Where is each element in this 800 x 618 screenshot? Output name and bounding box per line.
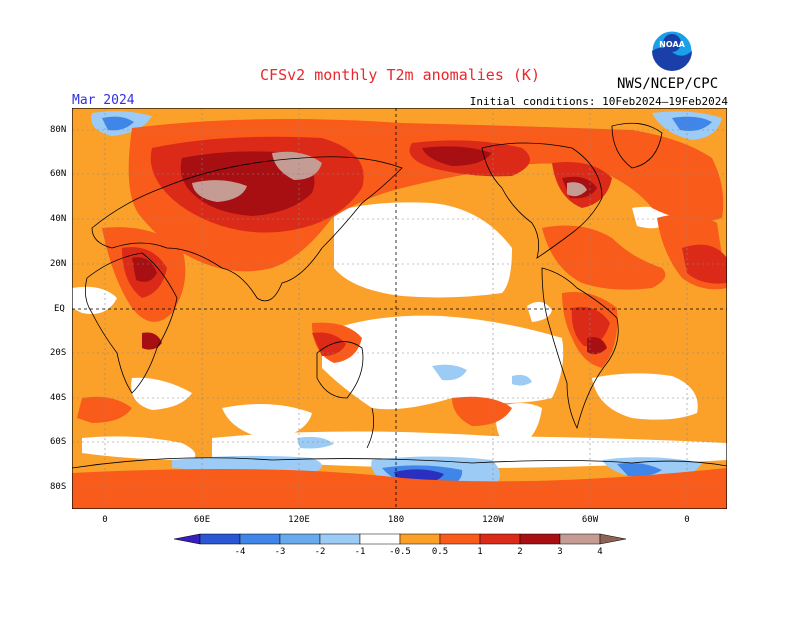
lat-label: 80N xyxy=(50,125,67,135)
near-zero-regions xyxy=(72,202,727,468)
colorbar-tick-label: 1 xyxy=(477,547,483,557)
logo-wave xyxy=(652,47,692,71)
colorbar-tick-label: -3 xyxy=(274,547,286,557)
colorbar-cell xyxy=(173,533,201,545)
lon-label: 60W xyxy=(581,515,599,525)
lon-label: 0 xyxy=(102,515,108,525)
valid-month: Mar 2024 xyxy=(72,93,135,108)
initial-conditions: Initial conditions: 10Feb2024–19Feb2024 xyxy=(469,95,728,108)
colorbar-tick-label: -2 xyxy=(314,547,326,557)
colorbar-tick-label: 0.5 xyxy=(431,547,449,557)
lat-label: 40N xyxy=(50,214,67,224)
colorbar-tick-label: 2 xyxy=(517,547,523,557)
lon-label: 180 xyxy=(387,515,405,525)
colorbar-cell xyxy=(399,533,441,545)
colorbar-cell xyxy=(479,533,521,545)
colorbar-tick-label: -4 xyxy=(234,547,246,557)
colorbar-cell xyxy=(359,533,401,545)
noaa-logo: NOAA xyxy=(651,30,693,72)
logo-lettering: NOAA xyxy=(659,40,685,49)
lon-label: 60E xyxy=(193,515,211,525)
anomaly-map xyxy=(72,108,727,509)
lat-label: 60N xyxy=(50,169,67,179)
map-title: CFSv2 monthly T2m anomalies (K) xyxy=(260,66,540,84)
graticule xyxy=(72,108,727,509)
agency-label: NWS/NCEP/CPC xyxy=(617,76,719,92)
lon-label: 0 xyxy=(684,515,690,525)
colorbar-cell xyxy=(559,533,601,545)
lat-label: 40S xyxy=(50,393,67,403)
colorbar-tick-label: 3 xyxy=(557,547,563,557)
colorbar-tick-label: 4 xyxy=(597,547,603,557)
colorbar-cell xyxy=(319,533,361,545)
colorbar-cell xyxy=(199,533,241,545)
colorbar-cell xyxy=(519,533,561,545)
lat-label: 60S xyxy=(50,437,67,447)
colorbar-cell xyxy=(279,533,321,545)
colorbar-tick-label: -0.5 xyxy=(389,547,411,557)
lat-label: 20S xyxy=(50,348,67,358)
equator-dateline xyxy=(72,108,727,509)
colorbar-cell xyxy=(439,533,481,545)
lat-label: 80S xyxy=(50,482,67,492)
coastlines xyxy=(72,122,727,469)
lon-label: 120E xyxy=(288,515,310,525)
colorbar-cell xyxy=(239,533,281,545)
warm-anomaly-brown xyxy=(192,151,587,202)
lat-label-equator: EQ xyxy=(54,304,65,314)
lon-label: 120W xyxy=(482,515,504,525)
lat-label: 20N xyxy=(50,259,67,269)
colorbar xyxy=(173,533,627,545)
colorbar-cell xyxy=(599,533,627,545)
colorbar-tick-label: -1 xyxy=(354,547,366,557)
